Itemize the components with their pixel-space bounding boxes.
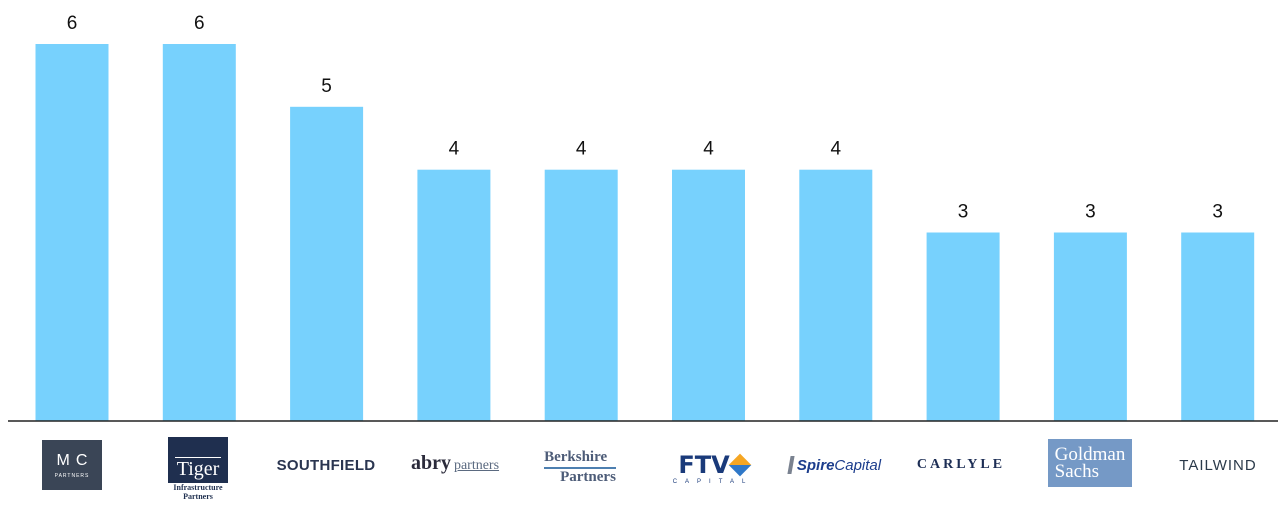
tiger-mark: Tiger Infrastructure Partners — [168, 437, 228, 501]
ftv-mark: FTV CAPITAL — [673, 451, 754, 485]
value-label-5: 4 — [576, 139, 587, 160]
abry-main: abry — [410, 451, 451, 474]
value-label-6: 4 — [703, 139, 714, 160]
ftv-main: FTV — [678, 451, 730, 479]
value-labels-group: 6 6 5 4 4 4 4 3 3 3 — [67, 13, 1223, 223]
bars-group — [35, 44, 1255, 422]
goldman-sachs-text: Goldman Sachs — [1054, 444, 1126, 482]
mc-partners-main: MC — [56, 451, 94, 469]
value-label-2: 6 — [194, 13, 205, 34]
tiger-sub-1: Infrastructure — [173, 483, 223, 492]
ftv-main-wrap: FTV — [678, 451, 751, 479]
bar-5 — [544, 169, 618, 421]
value-label-1: 6 — [67, 13, 78, 34]
tiger-main: Tiger — [174, 457, 222, 483]
value-label-3: 5 — [321, 76, 332, 97]
logo-goldman-sachs: Goldman Sachs — [1040, 432, 1140, 506]
abry-mark: abry partners — [411, 452, 499, 475]
ftv-diamond-icon — [728, 453, 751, 477]
logo-mc-partners: MC PARTNERS — [35, 432, 109, 506]
bar-10 — [1181, 232, 1255, 421]
spire-main: Spire — [796, 456, 835, 474]
value-label-7: 4 — [831, 139, 842, 160]
bar-7 — [799, 169, 873, 421]
logo-berkshire: Berkshire Partners — [530, 432, 630, 506]
logo-ftv: FTV CAPITAL — [665, 432, 761, 506]
berkshire-line2: Partners — [560, 468, 616, 485]
bar-9 — [1053, 232, 1127, 421]
southfield-text: SOUTHFIELD — [276, 456, 376, 474]
goldman-line1: Goldman — [1054, 444, 1126, 465]
logo-tailwind: TAILWIND — [1162, 432, 1274, 506]
value-label-9: 3 — [1085, 202, 1096, 223]
bar-2 — [162, 44, 236, 421]
logo-spire: Spire Capital — [780, 432, 890, 506]
value-label-8: 3 — [958, 202, 969, 223]
tailwind-text: TAILWIND — [1179, 456, 1257, 474]
logo-tiger: Tiger Infrastructure Partners — [160, 432, 236, 506]
ftv-sub: CAPITAL — [672, 479, 754, 485]
logo-southfield: SOUTHFIELD — [270, 432, 382, 506]
bar-8 — [926, 232, 1000, 421]
logo-abry: abry partners — [400, 432, 510, 506]
bar-6 — [672, 169, 745, 421]
goldman-line2: Sachs — [1054, 461, 1099, 482]
value-label-4: 4 — [449, 139, 460, 160]
spire-mark: Spire Capital — [787, 456, 882, 474]
bar-1 — [35, 44, 109, 421]
value-label-10: 3 — [1212, 202, 1223, 223]
logo-carlyle: CARLYLE — [905, 432, 1017, 506]
goldman-sachs-box: Goldman Sachs — [1048, 439, 1132, 487]
bar-4 — [417, 169, 491, 421]
spire-sub: Capital — [834, 456, 882, 474]
tiger-sub-2: Partners — [183, 492, 213, 501]
berkshire-line1: Berkshire — [544, 449, 616, 469]
bar-3 — [290, 106, 364, 422]
abry-sub: partners — [453, 457, 500, 473]
tiger-box: Tiger — [168, 437, 228, 483]
tiger-sub: Infrastructure Partners — [173, 483, 222, 501]
spire-tower-icon — [787, 456, 795, 474]
mc-partners-sub: PARTNERS — [54, 472, 90, 479]
berkshire-mark: Berkshire Partners — [544, 449, 616, 486]
mc-partners-mark: MC PARTNERS — [42, 440, 102, 490]
carlyle-text: CARLYLE — [916, 457, 1006, 472]
